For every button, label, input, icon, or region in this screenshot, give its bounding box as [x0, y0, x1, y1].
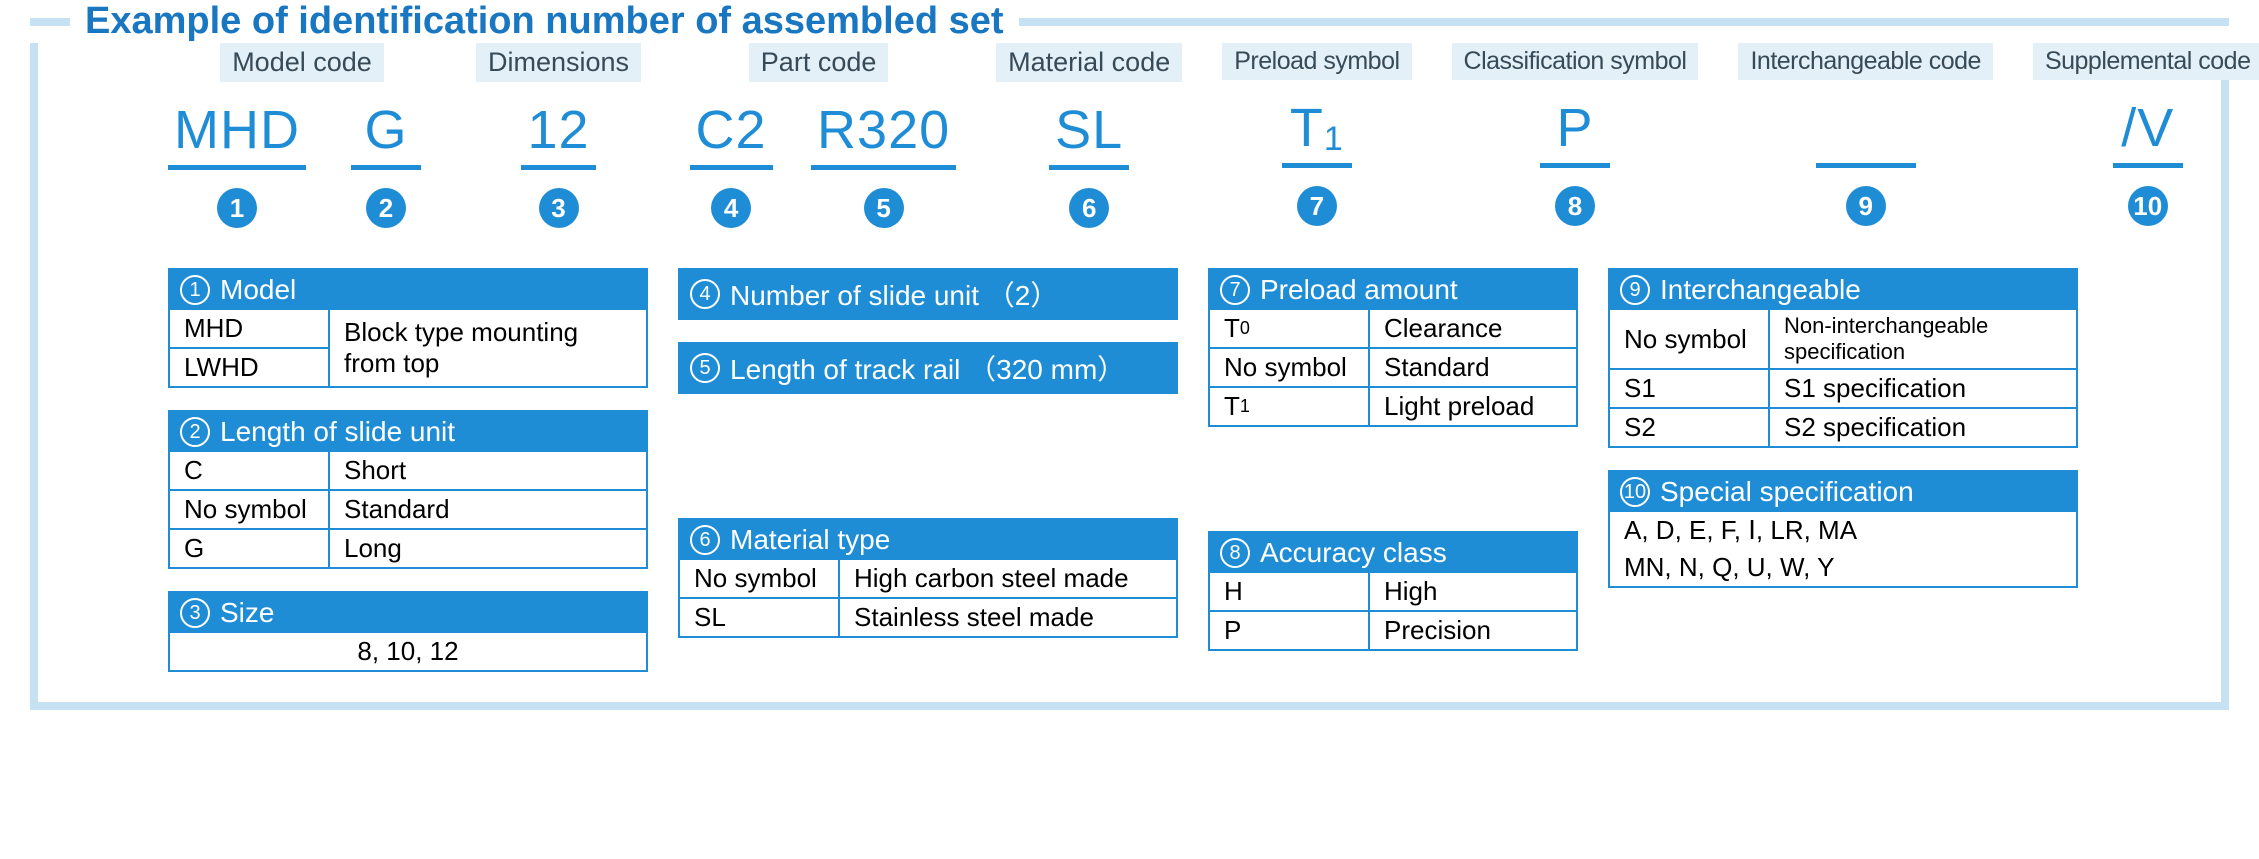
table-9-title: Interchangeable [1660, 274, 1861, 306]
badge-6: 6 [1069, 188, 1109, 228]
table-3-title: Size [220, 597, 274, 629]
segment-3: 12 3 [509, 100, 609, 228]
page-title: Example of identification number of asse… [85, 0, 1004, 43]
segment-9-value [1816, 98, 1916, 168]
segment-8: P 8 [1525, 98, 1625, 226]
badge-8: 8 [1555, 186, 1595, 226]
table-accuracy-class: 8Accuracy class HHigh PPrecision [1208, 531, 1578, 651]
header-supplemental-code: Supplemental code [2033, 43, 2259, 80]
segment-7-value: T1 [1282, 98, 1352, 168]
table-length-slide-unit: 2Length of slide unit CShort No symbolSt… [168, 410, 648, 569]
table-10-line1: A, D, E, F, Ⅰ, LR, MA [1610, 512, 2076, 549]
table-special-spec: 10Special specification A, D, E, F, Ⅰ, L… [1608, 470, 2078, 588]
group-model-code: Model code MHD 1 G 2 [168, 43, 436, 228]
table-6-title: Material type [730, 524, 890, 556]
column-1: 1Model MHD LWHD Block type mounting from… [168, 268, 648, 672]
title-rule-right [1019, 18, 2229, 26]
segment-4: C2 4 [681, 100, 781, 228]
column-2: 4Number of slide unit （2） 5Length of tra… [678, 268, 1178, 638]
segment-5: R320 5 [811, 100, 956, 228]
group-material-code: Material code SL 6 [996, 43, 1182, 228]
group-supplemental-code: Supplemental code /V 10 [2033, 43, 2259, 228]
title-rule-left [30, 18, 70, 26]
segment-8-value: P [1540, 98, 1610, 168]
group-preload-symbol: Preload symbol T1 7 [1222, 43, 1411, 228]
badge-4: 4 [711, 188, 751, 228]
title-bar: Example of identification number of asse… [30, 0, 2229, 43]
segment-1: MHD 1 [168, 100, 306, 228]
segment-3-value: 12 [521, 100, 595, 170]
column-3: 7Preload amount T0Clearance No symbolSta… [1208, 268, 1578, 651]
column-4: 9Interchangeable No symbolNon-interchang… [1608, 268, 2078, 588]
header-material-code: Material code [996, 43, 1182, 82]
group-classification-symbol: Classification symbol P 8 [1452, 43, 1699, 228]
table-5-title: Length of track rail （320 mm） [730, 348, 1125, 388]
table-size: 3Size 8, 10, 12 [168, 591, 648, 672]
header-part-code: Part code [749, 43, 889, 82]
table-length-track-rail: 5Length of track rail （320 mm） [678, 342, 1178, 394]
segment-6-value: SL [1049, 100, 1129, 170]
segment-10-value: /V [2113, 98, 2183, 168]
table-model-k2: LWHD [170, 347, 328, 386]
header-dimensions: Dimensions [476, 43, 641, 82]
segment-5-value: R320 [811, 100, 956, 170]
tables-row: 1Model MHD LWHD Block type mounting from… [68, 268, 2191, 672]
segment-7: T1 7 [1267, 98, 1367, 226]
table-interchangeable: 9Interchangeable No symbolNon-interchang… [1608, 268, 2078, 448]
segment-2: G 2 [336, 100, 436, 228]
header-preload-symbol: Preload symbol [1222, 43, 1411, 80]
table-8-title: Accuracy class [1260, 537, 1447, 569]
table-model: 1Model MHD LWHD Block type mounting from… [168, 268, 648, 388]
badge-7: 7 [1297, 186, 1337, 226]
badge-3: 3 [539, 188, 579, 228]
table-10-line2: MN, N, Q, U, W, Y [1610, 549, 2076, 586]
table-4-title: Number of slide unit （2） [730, 274, 1058, 314]
badge-2: 2 [366, 188, 406, 228]
badge-5: 5 [864, 188, 904, 228]
table-10-title: Special specification [1660, 476, 1914, 508]
group-part-code: Part code C2 4 R320 5 [681, 43, 956, 228]
table-model-title: Model [220, 274, 296, 306]
segment-1-value: MHD [168, 100, 306, 170]
table-2-title: Length of slide unit [220, 416, 455, 448]
badge-1: 1 [217, 188, 257, 228]
group-interchangeable-code: Interchangeable code 9 [1738, 43, 1992, 228]
header-interchangeable-code: Interchangeable code [1738, 43, 1992, 80]
header-classification-symbol: Classification symbol [1452, 43, 1699, 80]
segment-4-value: C2 [690, 100, 773, 170]
badge-10: 10 [2128, 186, 2168, 226]
segment-10: /V 10 [2098, 98, 2198, 226]
table-7-title: Preload amount [1260, 274, 1458, 306]
table-preload-amount: 7Preload amount T0Clearance No symbolSta… [1208, 268, 1578, 427]
badge-9: 9 [1846, 186, 1886, 226]
table-material-type: 6Material type No symbolHigh carbon stee… [678, 518, 1178, 638]
code-breakdown-row: Model code MHD 1 G 2 Dimensions 12 3 Par… [68, 43, 2191, 268]
header-model-code: Model code [220, 43, 384, 82]
segment-2-value: G [351, 100, 421, 170]
table-model-desc: Block type mounting from top [330, 310, 646, 386]
segment-6: SL 6 [1039, 100, 1139, 228]
table-number-slide-unit: 4Number of slide unit （2） [678, 268, 1178, 320]
table-model-k1: MHD [170, 310, 328, 347]
segment-9: 9 [1816, 98, 1916, 226]
group-dimensions: Dimensions 12 3 [476, 43, 641, 228]
main-frame: Model code MHD 1 G 2 Dimensions 12 3 Par… [30, 43, 2229, 710]
table-3-value: 8, 10, 12 [170, 633, 646, 670]
